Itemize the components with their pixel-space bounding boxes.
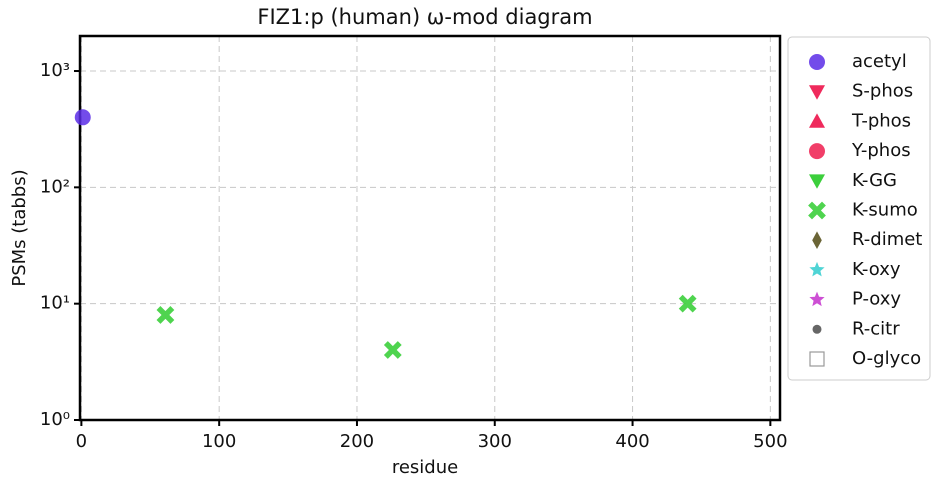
y-tick-label: 10² [40,176,70,197]
data-point [74,109,91,126]
y-tick-label: 10³ [40,60,70,81]
legend-label: K-oxy [852,259,901,280]
x-tick-label: 0 [76,431,87,452]
x-tick-label: 300 [478,431,512,452]
y-tick-label: 10¹ [40,293,70,314]
legend-label: O-glyco [852,348,921,369]
legend-marker [808,201,826,220]
legend-marker [809,291,825,307]
legend-label: Y-phos [851,140,911,161]
x-tick-label: 500 [753,431,787,452]
legend-marker [809,113,825,128]
legend-box [787,36,931,381]
plot-frame [78,34,782,422]
chart-title: FIZ1:p (human) ω-mod diagram [257,5,592,29]
legend-marker [809,143,825,160]
y-tick-label: 10⁰ [40,409,70,430]
data-point [383,341,402,359]
x-tick-label: 200 [340,431,374,452]
legend-marker [812,324,822,334]
y-axis-label: PSMs (tabbs) [9,169,30,286]
legend-marker [812,231,822,249]
legend-marker [809,261,825,277]
legend-label: P-oxy [852,289,901,310]
legend-marker [809,54,825,70]
data-point [156,306,175,324]
legend-marker [809,85,825,100]
legend-marker [809,351,825,367]
legend-label: R-dimet [852,229,922,250]
legend-label: acetyl [852,51,907,72]
legend-label: K-sumo [852,200,918,221]
data-point [678,294,697,313]
x-tick-label: 400 [615,431,649,452]
legend-label: T-phos [851,110,911,131]
legend-marker [809,174,825,189]
legend-label: S-phos [852,81,913,102]
legend-label: K-GG [852,170,897,191]
x-axis-label: residue [392,457,458,478]
legend-label: R-citr [852,318,900,339]
x-tick-label: 100 [202,431,236,452]
